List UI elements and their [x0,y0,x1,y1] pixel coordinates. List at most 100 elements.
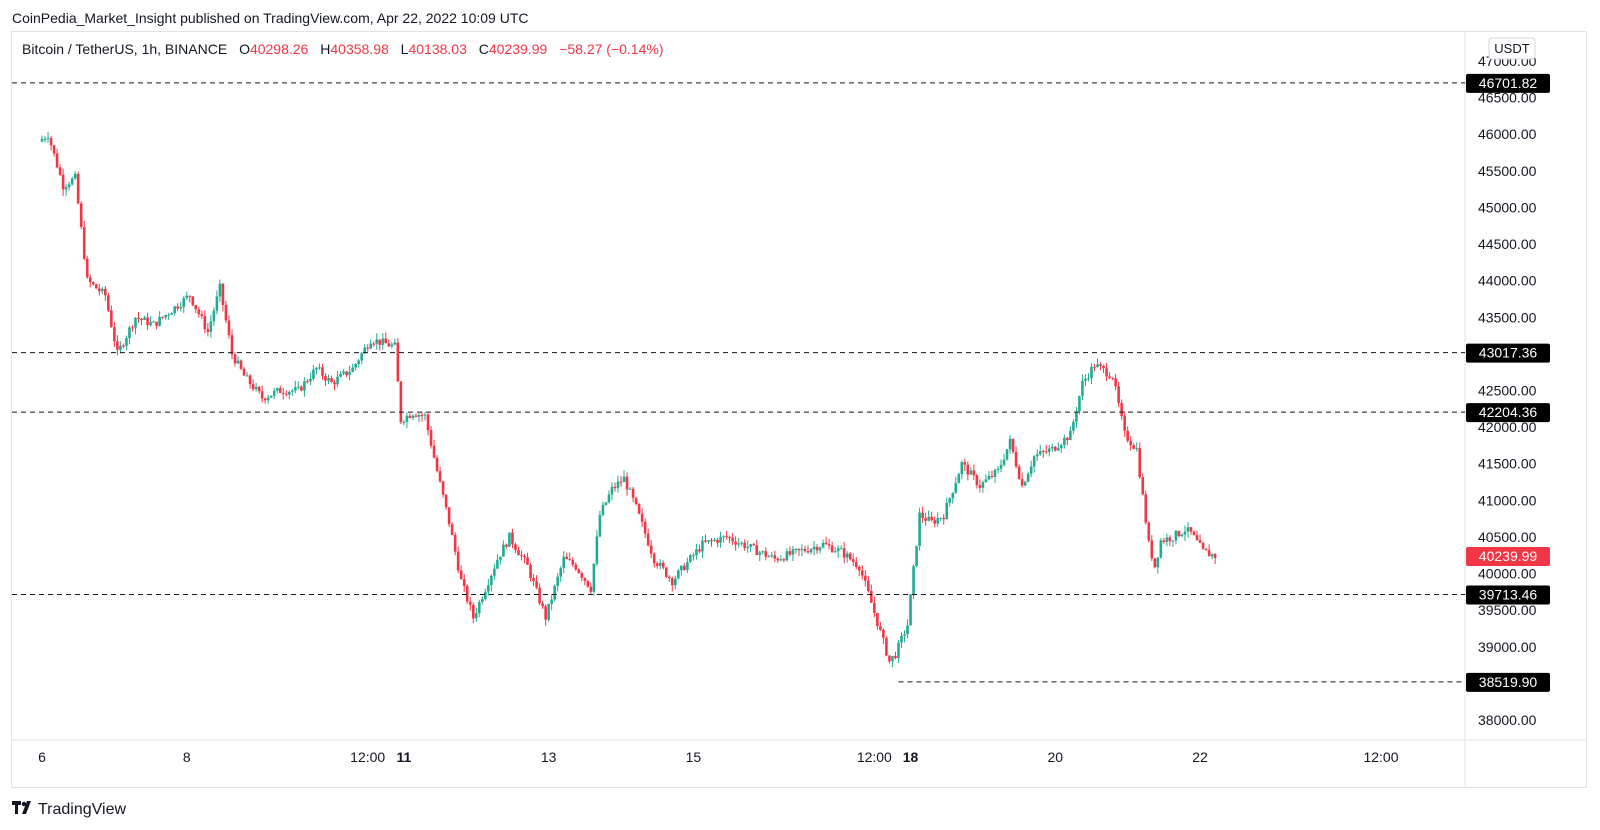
low-value: 40138.03 [408,41,467,57]
candle-body [447,507,451,525]
candle-body [1035,454,1039,457]
candle-body [110,310,113,327]
candle-body [450,524,454,535]
candle-body [565,556,569,560]
candle-body [182,298,186,307]
candle-body [1057,448,1060,451]
candle-body [918,512,921,546]
y-tick-label: 44500.00 [1478,236,1537,252]
candle-body [1168,537,1172,542]
candle-body [336,376,339,385]
candle-body [640,513,644,522]
candle-body [481,599,484,603]
candle-body [870,590,873,603]
candle-body [598,514,602,537]
candle-body [1135,448,1139,450]
candle-body [49,137,53,146]
candle-body [794,548,798,550]
candle-body [936,518,939,524]
candle-body [40,139,44,142]
candle-body [815,546,819,551]
candle-body [891,656,894,662]
candle-body [272,390,276,396]
candle-body [1105,368,1108,377]
candle-body [218,283,222,297]
candle-body [803,549,807,552]
candle-body [194,305,198,310]
candle-body [417,415,421,417]
tradingview-logo-icon [12,800,34,820]
candle-body [993,469,997,477]
candle-body [1053,446,1057,451]
candle-body [921,512,924,519]
y-tick-label: 41000.00 [1478,492,1537,508]
candle-body [1060,445,1063,449]
candle-body [562,556,566,569]
candle-body [43,138,47,140]
candle-body [291,390,294,392]
candle-body [1120,402,1123,417]
candle-body [263,398,267,401]
x-tick-label: 15 [686,749,702,765]
candle-body [839,548,843,550]
candle-body [996,468,1000,470]
y-tick-label: 46000.00 [1478,126,1537,142]
candle-body [667,576,671,579]
candle-body [269,395,273,398]
candle-body [954,483,958,493]
candle-body [408,415,412,418]
candle-body [924,518,927,521]
candle-body [64,186,68,190]
candle-body [788,551,792,555]
candle-body [743,542,746,549]
candle-body [833,551,837,553]
open-value: 40298.26 [249,41,309,57]
candle-body [1177,530,1181,537]
level-price-tag [1466,672,1550,692]
y-tick-label: 39500.00 [1478,602,1537,618]
candle-body [46,137,50,139]
candle-body [945,502,949,520]
level-price-label: 43017.36 [1479,345,1538,361]
candle-body [402,421,406,423]
candle-body [67,184,71,187]
candle-body [607,494,611,503]
candle-body [203,316,207,330]
candle-body [791,549,795,555]
candle-body [752,544,756,546]
candle-body [1141,477,1145,495]
candle-body [1029,466,1033,474]
candle-body [845,553,849,558]
candle-body [686,561,689,571]
candle-body [1150,540,1154,559]
candle-body [824,542,828,545]
candle-body [1017,466,1021,479]
candle-body [755,545,759,555]
candle-body [306,381,309,383]
candle-body [456,551,460,571]
candle-body [212,310,216,322]
candle-body [248,375,252,385]
candle-body [119,345,122,350]
x-tick-label: 11 [396,749,411,765]
candle-body [1108,376,1111,379]
candle-body [520,555,523,557]
candle-body [429,430,433,446]
candle-body [1192,531,1196,536]
candle-body [610,486,614,495]
candle-body [689,555,692,562]
candle-body [122,345,125,347]
candle-body [577,569,581,573]
candle-body [1171,540,1175,542]
candle-body [1002,459,1006,465]
candle-body [155,321,158,326]
candle-body [1162,540,1166,542]
candle-body [948,498,952,503]
candle-body [857,566,861,571]
candle-body [224,304,228,321]
candle-body [1075,411,1078,422]
candle-body [245,375,249,377]
candle-body [1144,494,1148,523]
candle-body [713,539,716,541]
